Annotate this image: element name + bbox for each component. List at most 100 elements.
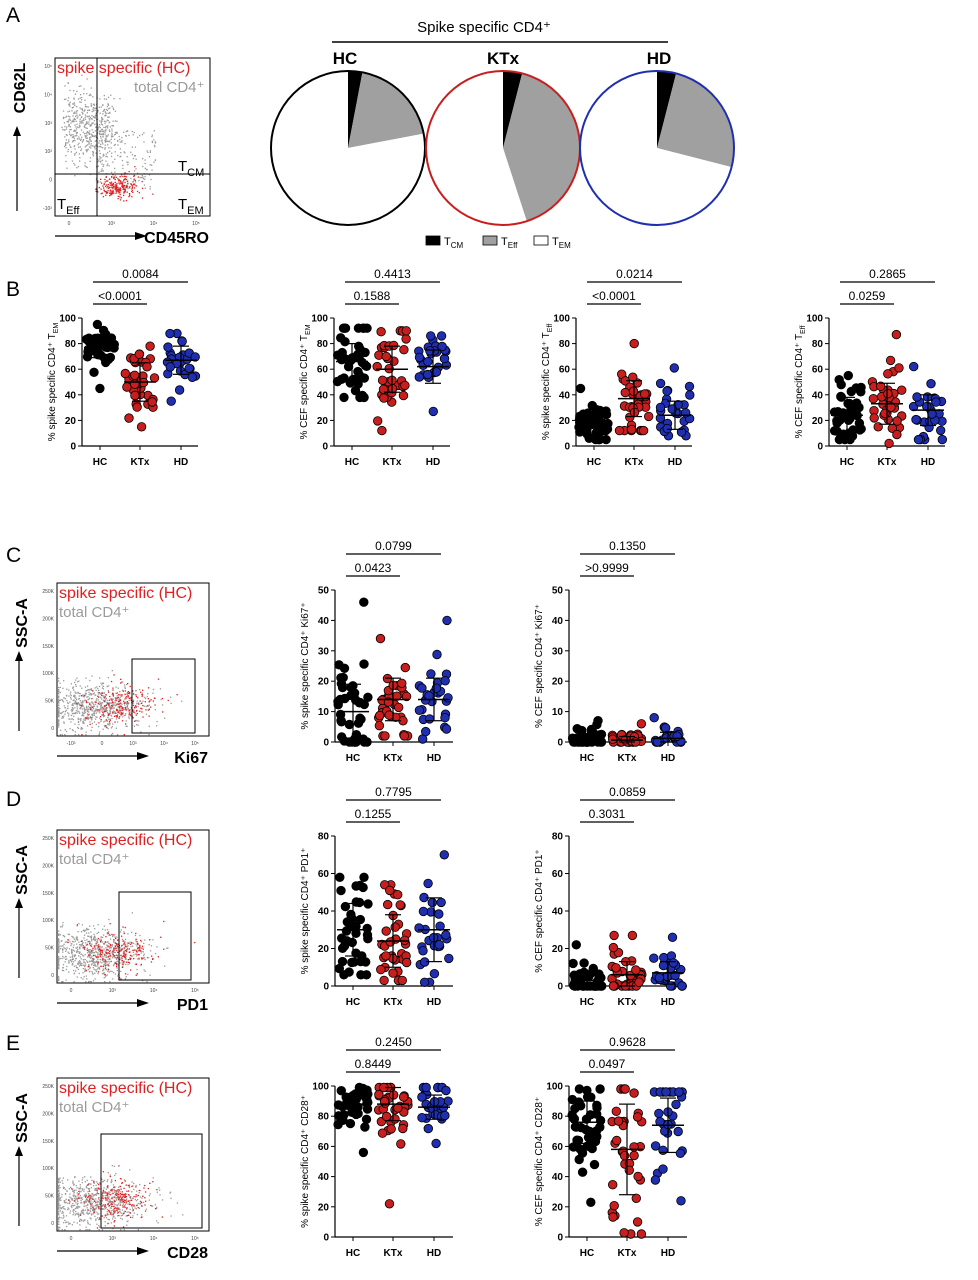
x-tick-label-hd: HD <box>427 997 441 1008</box>
plot-frame <box>56 582 210 737</box>
x-tick-label: 10⁵ <box>192 221 200 227</box>
x-tick-label-ktx: KTx <box>384 1248 403 1259</box>
y-tick-label: 20 <box>552 677 564 688</box>
legend-total-cd4: total CD4⁺ <box>134 79 204 96</box>
data-point <box>417 1092 427 1102</box>
data-point <box>374 1089 384 1100</box>
data-point <box>591 1126 602 1136</box>
plot-frame <box>56 1077 210 1232</box>
x-tick-label-ktx: KTx <box>384 753 403 764</box>
x-tick-label: -10³ <box>67 741 76 747</box>
y-axis-title: SSC-A <box>14 1093 31 1143</box>
data-point <box>677 981 687 991</box>
panel-letter-c: C <box>6 544 21 567</box>
data-point <box>640 389 650 399</box>
data-point <box>569 981 579 991</box>
y-tick-label: 40 <box>552 1172 564 1183</box>
scatter-plot-e2: 0 20 40 60 80 100 HC KTx HD % CEF specific CD4⁺ C… <box>534 1035 687 1259</box>
data-point <box>389 340 399 351</box>
data-point <box>421 726 431 737</box>
data-point <box>388 968 398 978</box>
data-point <box>437 341 447 352</box>
flow-plot-d: spike specific (HC) total CD4⁺ 250K 200K 150… <box>14 829 210 1014</box>
scatter-plot-b2: 0 20 40 60 80 100 HC KTx HD % CEF specific CD4⁺ T… <box>299 267 452 468</box>
data-point <box>586 1092 596 1102</box>
data-point <box>632 1112 643 1122</box>
data-point <box>629 1150 639 1161</box>
x-tick-label-ktx: KTx <box>618 997 637 1008</box>
y-tick-label: 40 <box>559 390 571 401</box>
y-tick-label: 100 <box>546 1082 563 1093</box>
data-point <box>658 1145 668 1156</box>
spike-specific-dots <box>68 1165 163 1229</box>
data-point <box>375 710 385 721</box>
data-point <box>836 380 846 390</box>
legend-label-teff: TEff <box>501 236 518 250</box>
y-tick-label: 60 <box>552 1142 564 1153</box>
p-value-label: 0.1255 <box>355 807 392 821</box>
x-axis-arrowhead <box>137 999 149 1007</box>
pie-slice-tcm <box>657 71 677 148</box>
y-tick-label: 200K <box>42 1111 54 1117</box>
data-point <box>911 414 921 425</box>
pie-slice-tcm <box>503 71 523 148</box>
data-point <box>339 663 350 674</box>
data-point <box>631 965 641 975</box>
data-point <box>136 422 147 432</box>
points-hd <box>649 932 687 991</box>
data-point <box>608 942 619 953</box>
data-point <box>579 958 589 968</box>
y-tick-label: 10⁵ <box>44 64 52 70</box>
x-tick-label-hc: HC <box>93 457 107 468</box>
data-point <box>333 700 343 710</box>
data-point <box>836 391 846 402</box>
data-point <box>355 880 365 891</box>
data-point <box>883 389 893 399</box>
data-point <box>662 386 672 396</box>
pie-slice-tcm <box>348 70 363 148</box>
data-point <box>574 422 584 432</box>
x-tick-label: 10⁵ <box>191 1236 199 1242</box>
y-tick-label: 20 <box>317 416 329 427</box>
data-point <box>339 392 349 403</box>
y-tick-label: 0 <box>557 982 563 993</box>
data-point <box>350 737 360 747</box>
y-tick-label: 50 <box>318 586 330 597</box>
data-point <box>396 1139 406 1149</box>
data-point <box>650 1141 661 1151</box>
data-point <box>132 402 142 412</box>
p-value-label: 0.0799 <box>375 539 412 553</box>
data-point <box>612 1135 622 1146</box>
pie-label-hd: HD <box>647 49 672 68</box>
data-point <box>350 386 361 396</box>
y-tick-label: 60 <box>318 869 330 880</box>
data-point <box>363 1097 373 1108</box>
data-point <box>883 369 893 379</box>
y-tick-label: 80 <box>317 339 329 350</box>
data-point <box>379 975 389 986</box>
data-point <box>571 1122 581 1132</box>
data-point <box>359 392 369 403</box>
data-point <box>669 363 680 373</box>
data-point <box>381 1111 392 1122</box>
x-axis-title: PD1 <box>177 997 208 1014</box>
data-point <box>611 963 621 973</box>
p-value-label: 0.0214 <box>616 267 653 281</box>
flow-plot-e: spike specific (HC) total CD4⁺ 250K 200K 150… <box>14 1077 210 1262</box>
pie-slice-tem <box>579 71 732 225</box>
pie-slice-tem <box>425 71 527 226</box>
points-hd <box>908 361 948 445</box>
tcm-gate-label: TCM <box>178 158 204 179</box>
data-point <box>592 719 602 730</box>
y-tick-label: 20 <box>552 944 564 955</box>
pie-hd: HD <box>579 49 735 226</box>
data-point <box>361 1114 372 1125</box>
x-tick-label-hc: HC <box>580 997 594 1008</box>
points-ktx <box>867 329 907 449</box>
data-point <box>439 850 450 860</box>
data-point <box>417 1112 427 1123</box>
data-point <box>383 899 393 910</box>
y-axis-title: % CEF specific CD4⁺ CD28⁺ <box>534 1097 545 1226</box>
data-point <box>619 1228 629 1238</box>
data-point <box>426 331 436 341</box>
